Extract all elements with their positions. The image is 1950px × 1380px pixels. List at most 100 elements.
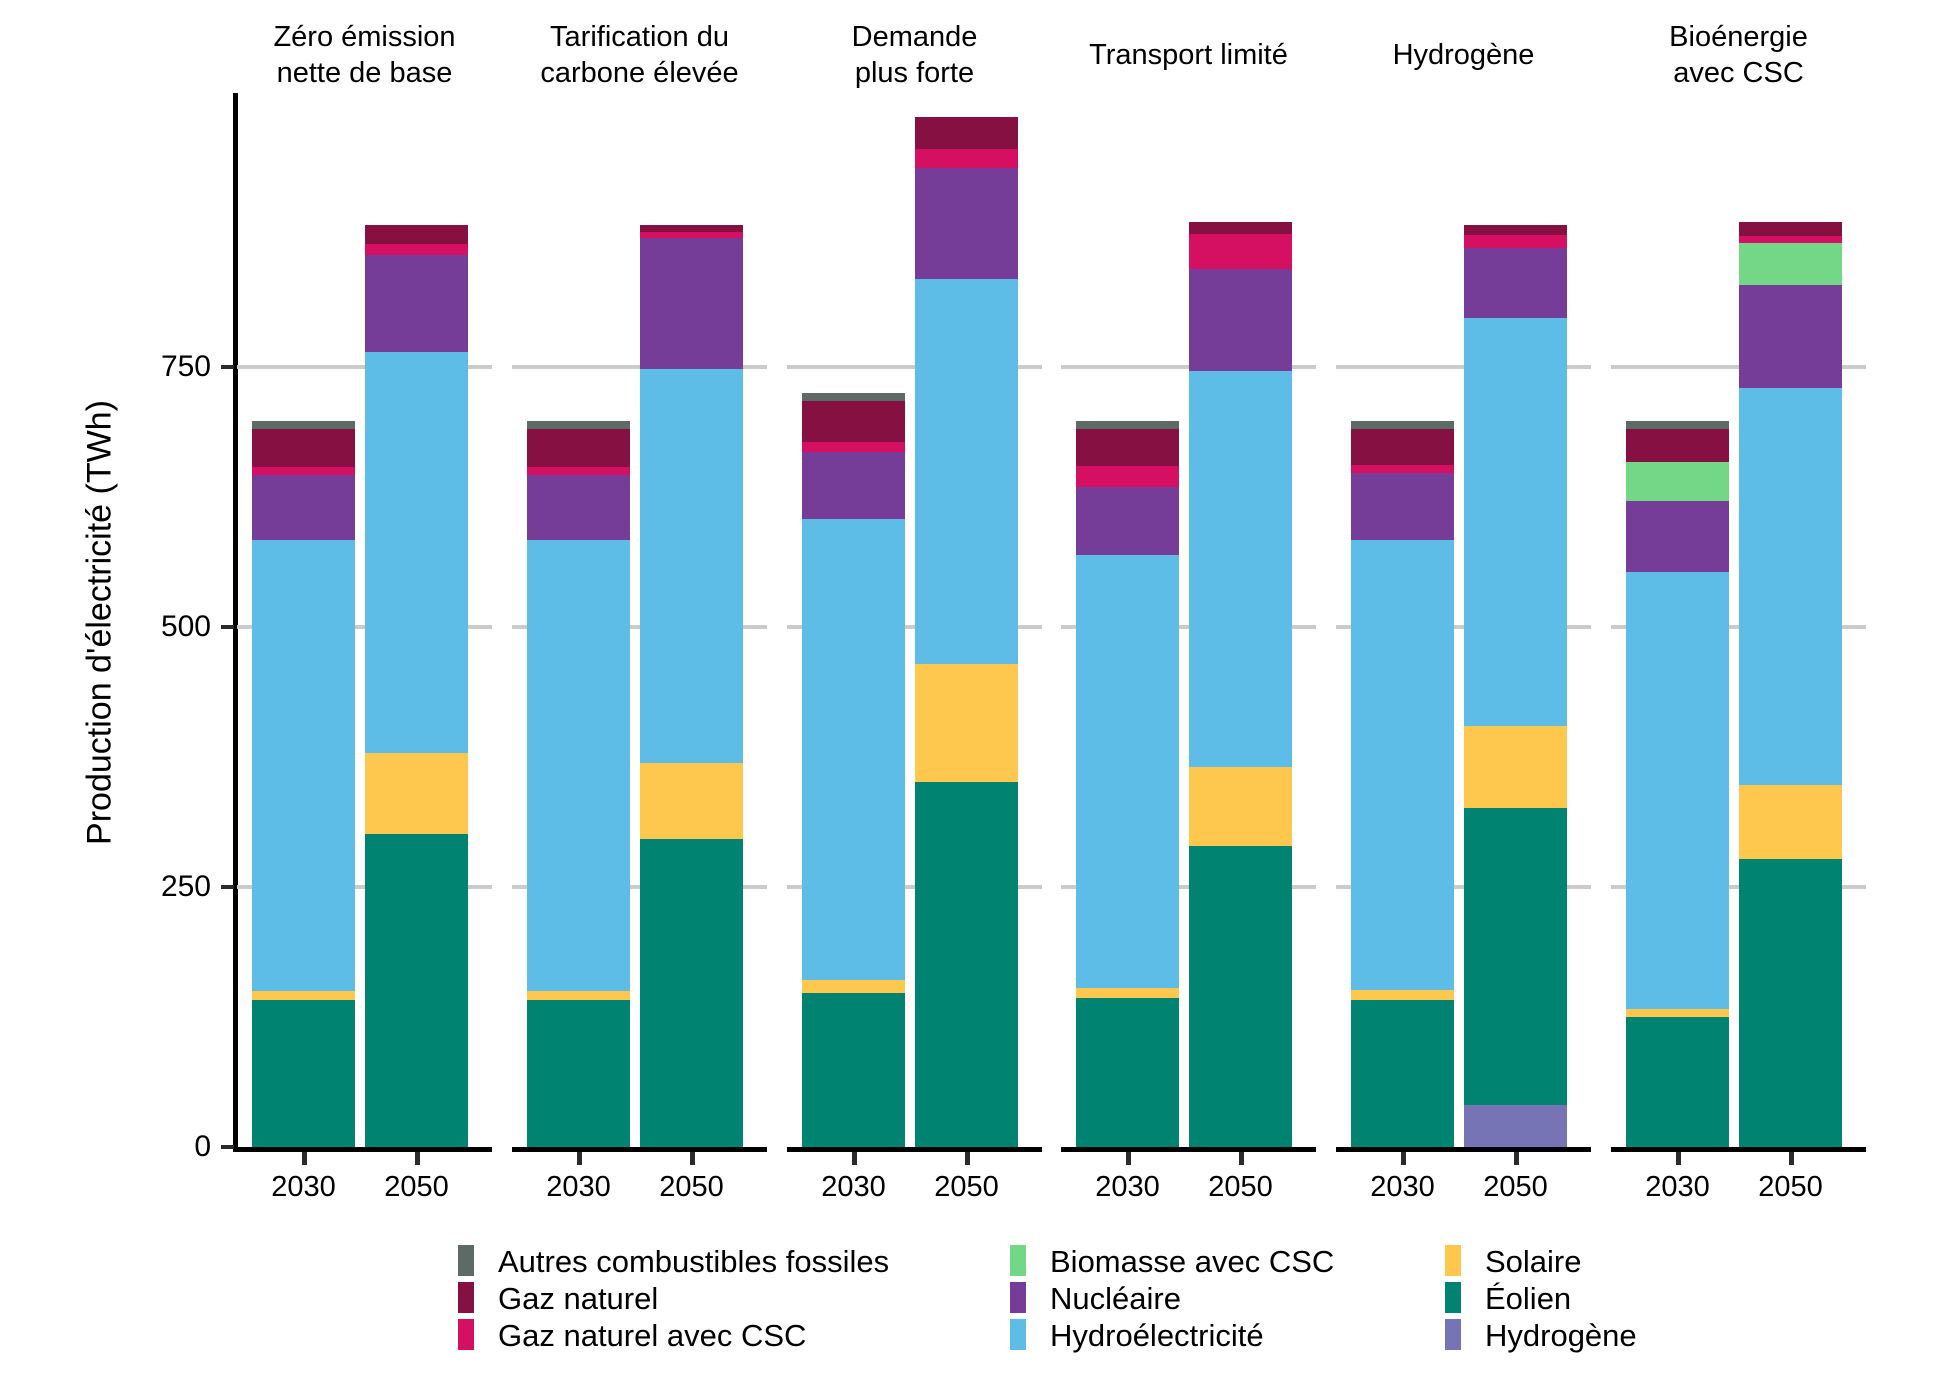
bar-segment-hydro bbox=[527, 539, 630, 991]
bar-segment-eolien bbox=[640, 839, 743, 1147]
legend-label-biomasse_csc: Biomasse avec CSC bbox=[1050, 1244, 1335, 1279]
x-axis-line bbox=[237, 1147, 492, 1152]
bar-segment-autres bbox=[1626, 421, 1729, 430]
bar-segment-gaz bbox=[802, 401, 905, 442]
bar-segment-hydro bbox=[1739, 387, 1842, 786]
bar-segment-nucleaire bbox=[365, 254, 468, 353]
bar-segment-hydro bbox=[915, 278, 1018, 665]
x-tick-mark bbox=[301, 1152, 307, 1165]
bar-segment-solaire bbox=[252, 991, 355, 1001]
gridline-500 bbox=[1061, 625, 1316, 629]
x-tick-label-year: 2030 bbox=[546, 1171, 611, 1203]
bar-segment-eolien bbox=[1739, 858, 1842, 1147]
legend-label-solaire: Solaire bbox=[1485, 1244, 1582, 1279]
bar-segment-nucleaire bbox=[527, 475, 630, 540]
bar-segment-solaire bbox=[365, 752, 468, 834]
y-tick-label: 250 bbox=[160, 870, 211, 903]
x-axis-line bbox=[1061, 1147, 1316, 1152]
legend-swatch-hydrogene bbox=[1445, 1319, 1461, 1350]
gridline-500 bbox=[1611, 625, 1866, 629]
gridline-250 bbox=[512, 885, 767, 889]
bar-segment-hydro bbox=[1351, 539, 1454, 990]
facet-title-line: carbone élevée bbox=[540, 57, 739, 89]
x-tick-label-year: 2030 bbox=[1095, 1171, 1160, 1203]
bar-segment-solaire bbox=[1189, 767, 1292, 847]
bar-segment-nucleaire bbox=[1076, 486, 1179, 556]
legend-swatch-gaz_csc bbox=[458, 1319, 474, 1350]
bar-segment-solaire bbox=[640, 763, 743, 840]
legend-swatch-solaire bbox=[1445, 1245, 1461, 1276]
y-tick-label: 0 bbox=[194, 1130, 211, 1163]
bar-segment-gaz_csc bbox=[802, 441, 905, 453]
bar-segment-solaire bbox=[527, 991, 630, 1001]
gridline-250 bbox=[237, 885, 492, 889]
bar-segment-gaz bbox=[1351, 429, 1454, 465]
x-axis-line bbox=[787, 1147, 1042, 1152]
bar-segment-gaz bbox=[527, 429, 630, 467]
bar-segment-nucleaire bbox=[1626, 501, 1729, 572]
x-tick-mark bbox=[1238, 1152, 1244, 1165]
bar-segment-gaz bbox=[915, 117, 1018, 149]
x-tick-mark bbox=[1400, 1152, 1406, 1165]
bar-segment-hydro bbox=[252, 539, 355, 991]
bar-segment-gaz bbox=[252, 429, 355, 467]
bar-segment-eolien bbox=[1189, 846, 1292, 1147]
bar-segment-autres bbox=[802, 393, 905, 402]
bar-segment-gaz bbox=[1464, 224, 1567, 235]
legend-swatch-eolien bbox=[1445, 1282, 1461, 1313]
gridline-750 bbox=[512, 365, 767, 369]
bar-segment-hydro bbox=[365, 352, 468, 753]
bar-segment-solaire bbox=[915, 664, 1018, 782]
bar-segment-nucleaire bbox=[252, 475, 355, 540]
bar-segment-hydro bbox=[640, 369, 743, 764]
bar-segment-nucleaire bbox=[640, 238, 743, 370]
facet-title: Bioénergie avec CSC bbox=[1611, 18, 1866, 92]
facet-title: Transport limité bbox=[1061, 18, 1316, 92]
gridline-500 bbox=[237, 625, 492, 629]
bar-segment-eolien bbox=[1076, 998, 1179, 1147]
bar-segment-solaire bbox=[802, 979, 905, 994]
gridline-500 bbox=[512, 625, 767, 629]
bar-segment-gaz bbox=[365, 224, 468, 245]
bar-segment-autres bbox=[1076, 421, 1179, 430]
bar-segment-hydro bbox=[1076, 555, 1179, 988]
bar-segment-eolien bbox=[252, 1000, 355, 1147]
bar-segment-biomasse_csc bbox=[1626, 461, 1729, 502]
bar-segment-gaz_csc bbox=[1739, 235, 1842, 244]
legend-label-hydro: Hydroélectricité bbox=[1050, 1318, 1264, 1353]
y-tick-mark bbox=[221, 885, 234, 889]
facet-title-line: avec CSC bbox=[1673, 57, 1804, 89]
y-tick-label: 500 bbox=[160, 610, 211, 643]
gridline-750 bbox=[1611, 365, 1866, 369]
y-tick-mark bbox=[221, 1145, 234, 1149]
bar-segment-hydro bbox=[1189, 371, 1292, 768]
bar-segment-nucleaire bbox=[1351, 473, 1454, 540]
bar-segment-solaire bbox=[1739, 785, 1842, 859]
bar-segment-biomasse_csc bbox=[1739, 243, 1842, 285]
x-tick-label-year: 2050 bbox=[659, 1171, 724, 1203]
bar-segment-hydro bbox=[1626, 571, 1729, 1009]
x-tick-label-year: 2050 bbox=[934, 1171, 999, 1203]
bar-segment-gaz bbox=[1739, 222, 1842, 236]
x-tick-label-year: 2050 bbox=[1483, 1171, 1548, 1203]
legend-label-gaz_csc: Gaz naturel avec CSC bbox=[498, 1318, 807, 1353]
x-tick-mark bbox=[1788, 1152, 1794, 1165]
legend-swatch-hydro bbox=[1010, 1319, 1026, 1350]
x-tick-mark bbox=[576, 1152, 582, 1165]
gridline-250 bbox=[1336, 885, 1591, 889]
x-tick-label-year: 2050 bbox=[1208, 1171, 1273, 1203]
bar-segment-eolien bbox=[1626, 1017, 1729, 1147]
bar-segment-gaz_csc bbox=[915, 148, 1018, 169]
legend-label-nucleaire: Nucléaire bbox=[1050, 1281, 1181, 1316]
legend-swatch-gaz bbox=[458, 1282, 474, 1313]
legend-label-eolien: Éolien bbox=[1485, 1281, 1572, 1316]
facet-title-line: Hydrogène bbox=[1392, 39, 1535, 71]
facet-title-line: Zéro émission bbox=[273, 21, 456, 53]
x-tick-mark bbox=[964, 1152, 970, 1165]
bar-segment-gaz bbox=[640, 224, 743, 232]
legend-swatch-autres bbox=[458, 1245, 474, 1276]
bar-segment-solaire bbox=[1351, 989, 1454, 1001]
y-axis-title: Production d'électricité (TWh) bbox=[80, 400, 119, 845]
x-tick-label-year: 2050 bbox=[384, 1171, 449, 1203]
bar-segment-hydro bbox=[802, 518, 905, 980]
